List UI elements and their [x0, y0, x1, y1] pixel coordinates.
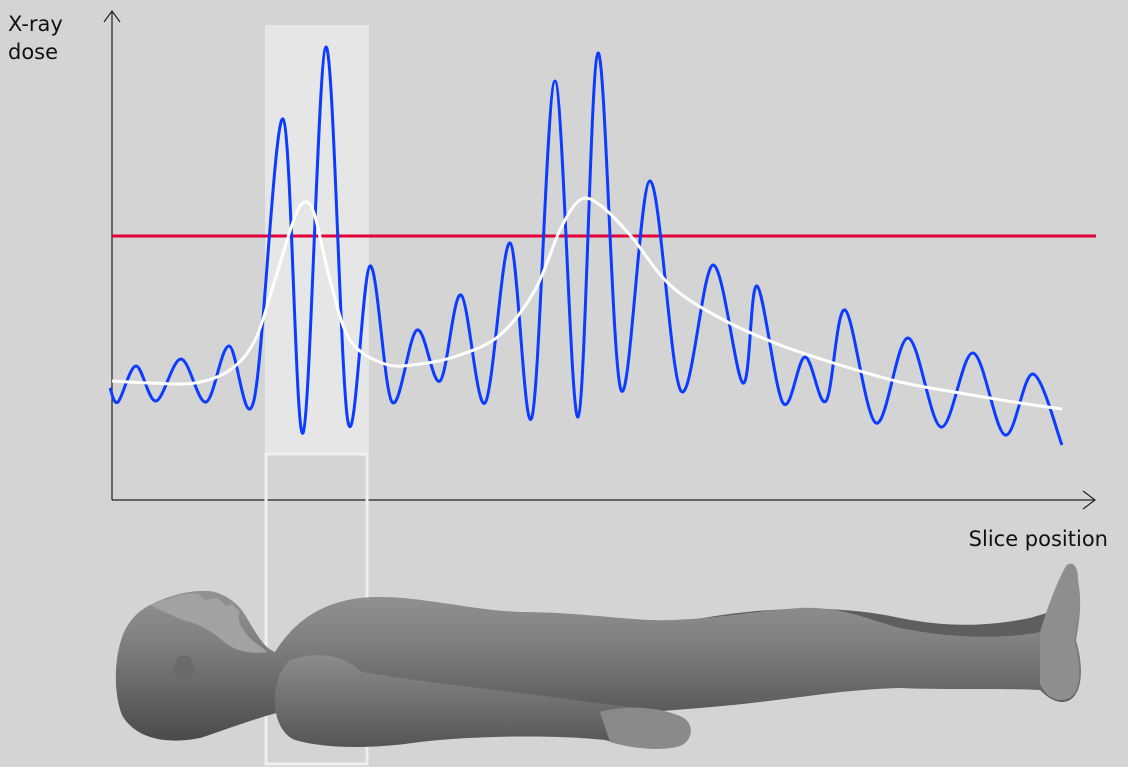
- highlight-band: [265, 25, 369, 453]
- y-axis-arrow: [103, 9, 121, 23]
- average-dose-curve: [111, 196, 1063, 411]
- y-axis-label: X-ray dose: [8, 10, 88, 66]
- supine-human-body-icon: [115, 563, 1081, 749]
- y-axis-label-line-2: dose: [8, 40, 59, 64]
- x-axis-arrow: [1082, 490, 1096, 510]
- axes: [103, 9, 1096, 510]
- x-axis-label: Slice position: [968, 527, 1108, 551]
- y-axis-label-line-1: X-ray: [8, 12, 63, 36]
